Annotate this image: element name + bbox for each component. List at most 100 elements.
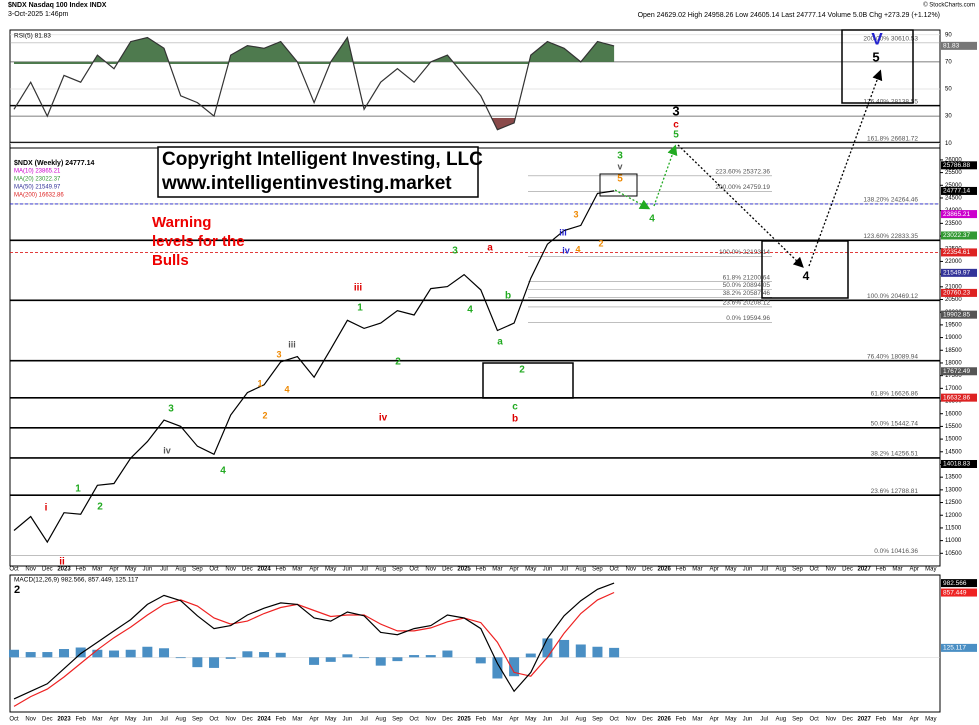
- axis-marker-bg: [941, 459, 977, 468]
- x-tick-label: Dec: [642, 567, 653, 573]
- x-tick-label: May: [125, 567, 136, 573]
- x-tick-label: Jun: [343, 567, 353, 573]
- fib-level-label: 38.2% 14256.51: [871, 451, 919, 458]
- x-tick-label: Feb: [876, 717, 887, 723]
- x-tick-label: Aug: [775, 717, 786, 723]
- y-tick-label: 23500: [945, 221, 962, 227]
- y-tick-label: 19000: [945, 335, 962, 341]
- highlight-box: [482, 362, 574, 399]
- axis-marker: 81.83: [943, 43, 960, 50]
- wave-label: 3: [617, 151, 623, 162]
- macd-frame: [9, 574, 941, 713]
- wave-label: 2: [598, 238, 603, 248]
- x-tick-label: Sep: [792, 717, 803, 723]
- x-tick-label: Sep: [392, 717, 403, 723]
- y-tick-label: 12500: [945, 500, 962, 506]
- histogram-bar: [42, 652, 53, 658]
- x-tick-label: Jul: [360, 717, 368, 723]
- y-tick-label: 19500: [945, 322, 962, 328]
- histogram-bar: [409, 655, 420, 658]
- axis-marker: 982.566: [943, 580, 967, 587]
- legend-indicator: MA(10) 23865.21: [14, 169, 61, 175]
- fib-level-label: 0.0% 19594.96: [726, 315, 770, 322]
- wave-label: 1: [75, 484, 81, 495]
- wave-label: iv: [379, 413, 388, 424]
- wave-label: 5: [673, 130, 679, 141]
- x-tick-label: Sep: [192, 567, 203, 573]
- axis-marker-bg: [941, 210, 977, 219]
- series-line: [13, 190, 615, 544]
- x-tick-label: Feb: [476, 717, 487, 723]
- axis-marker: 857.449: [943, 589, 967, 596]
- axis-marker-bg: [941, 310, 977, 319]
- x-tick-label: 2025: [457, 717, 471, 723]
- y-tick-label: 21000: [945, 284, 962, 290]
- y-tick-label: 16000: [945, 411, 962, 417]
- x-tick-label: Mar: [692, 717, 702, 723]
- wave-label: 3: [573, 209, 578, 219]
- y-tick-label: 11000: [945, 538, 962, 544]
- fib-level-label: 61.8% 21200.64: [723, 274, 771, 281]
- x-tick-label: Mar: [892, 717, 902, 723]
- histogram-bar: [492, 657, 503, 679]
- x-tick-label: Jun: [343, 717, 353, 723]
- wave-label: 4: [649, 214, 655, 225]
- wave-label: iv: [562, 245, 570, 255]
- y-tick-label: 15500: [945, 424, 962, 430]
- x-tick-label: Feb: [676, 717, 687, 723]
- x-tick-label: Sep: [392, 567, 403, 573]
- histogram-bar: [475, 657, 486, 664]
- x-tick-label: May: [125, 717, 136, 723]
- x-tick-label: 2025: [457, 567, 471, 573]
- histogram-bar: [559, 639, 570, 658]
- x-tick-label: Nov: [25, 717, 36, 723]
- x-tick-label: Dec: [242, 717, 253, 723]
- y-tick-label: 25500: [945, 170, 962, 176]
- x-tick-label: Jul: [560, 717, 568, 723]
- histogram-bar: [242, 651, 253, 658]
- y-tick-label: 10500: [945, 551, 962, 557]
- histogram-bar: [592, 646, 603, 658]
- x-tick-label: Oct: [209, 717, 219, 723]
- x-tick-label: Feb: [76, 717, 87, 723]
- warning: Bulls: [152, 252, 189, 269]
- x-tick-label: Sep: [592, 567, 603, 573]
- x-tick-label: Jun: [543, 567, 553, 573]
- wave-label: v: [617, 161, 622, 171]
- x-tick-label: Mar: [492, 717, 502, 723]
- x-tick-label: Jun: [743, 717, 753, 723]
- symbol: $NDX Nasdaq 100 Index INDX: [8, 2, 107, 9]
- y-tick-label: 50: [945, 87, 952, 93]
- fib-level-label: 50.0% 15442.74: [871, 421, 919, 428]
- x-tick-label: Nov: [225, 717, 236, 723]
- wave-label: 2: [519, 365, 525, 376]
- histogram-bar: [609, 647, 620, 658]
- y-tick-label: 17000: [945, 386, 962, 392]
- wave-label: 3: [168, 404, 174, 415]
- x-tick-label: Dec: [642, 717, 653, 723]
- x-tick-label: May: [525, 717, 536, 723]
- y-tick-label: 24500: [945, 196, 962, 202]
- axis-marker-bg: [941, 588, 977, 597]
- legend-indicator: MA(20) 23022.37: [14, 177, 61, 183]
- date: 3-Oct-2025 1:46pm: [8, 11, 68, 18]
- watermark: Copyright Intelligent Investing, LLC: [162, 149, 483, 170]
- histogram-bar: [125, 649, 136, 658]
- y-tick-label: 12000: [945, 513, 962, 519]
- fib-level-label: 38.2% 20587.46: [723, 290, 771, 297]
- x-tick-label: Oct: [809, 717, 819, 723]
- x-tick-label: Apr: [309, 717, 318, 723]
- fib-level-label: 200.00% 30610.53: [863, 36, 918, 43]
- wave-label: iii: [354, 283, 363, 294]
- histogram-bar: [525, 653, 536, 658]
- x-tick-label: May: [925, 567, 936, 573]
- watermark: www.intelligentinvesting.market: [161, 173, 452, 194]
- x-tick-label: 2024: [257, 717, 271, 723]
- panel-title: MACD(12,26,9) 982.566, 857.449, 125.117: [14, 577, 139, 584]
- target-box: [841, 29, 914, 104]
- wave-label: 4: [575, 244, 580, 254]
- x-tick-label: Nov: [625, 717, 636, 723]
- fib-level-label: 76.40% 18089.94: [867, 353, 918, 360]
